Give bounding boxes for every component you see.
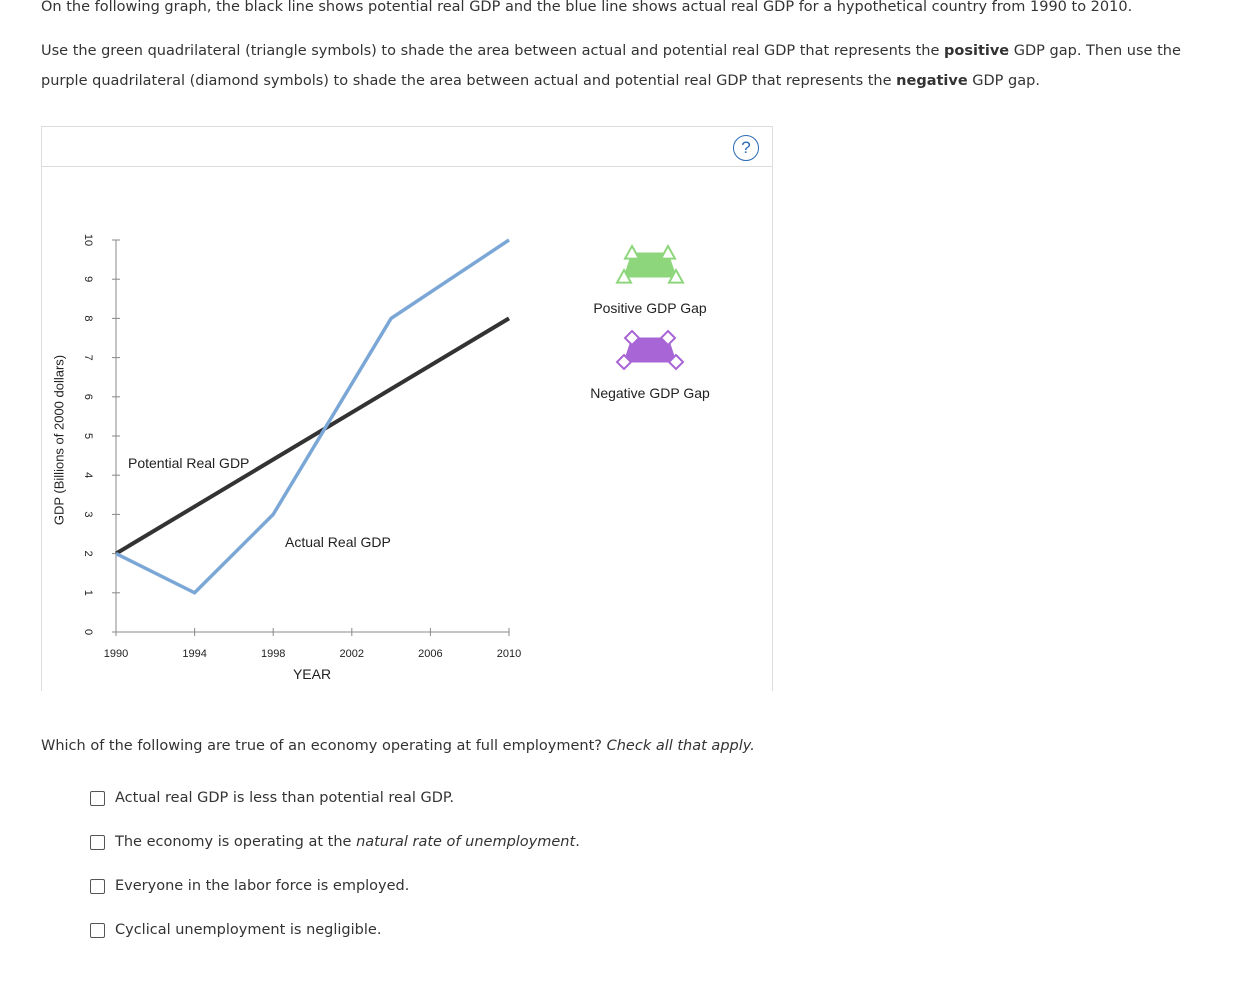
y-tick-label: 0	[82, 629, 94, 635]
tool-label: Positive GDP Gap	[593, 300, 707, 316]
italic-text: natural rate of unemployment	[356, 834, 576, 850]
panel-header: ?	[42, 127, 772, 167]
y-tick-label: 2	[82, 551, 94, 557]
checkbox[interactable]	[90, 878, 105, 894]
y-tick-label: 7	[82, 355, 94, 361]
x-tick-label: 1994	[182, 648, 206, 660]
diamond-handle	[623, 329, 641, 347]
text: Cyclical unemployment is negligible.	[115, 922, 382, 938]
instruction: Use the green quadrilateral (triangle sy…	[41, 36, 1191, 96]
checkbox-option[interactable]: Cyclical unemployment is negligible.	[90, 919, 381, 941]
series-line	[115, 238, 510, 595]
italic-text: Check all that apply.	[606, 738, 755, 754]
x-tick-label: 2010	[497, 648, 521, 660]
checkbox[interactable]	[90, 922, 105, 938]
checkbox-option[interactable]: Actual real GDP is less than potential r…	[90, 787, 454, 809]
series-label: Actual Real GDP	[285, 534, 391, 550]
triangle-handle	[667, 267, 685, 284]
y-tick-label: 6	[82, 394, 94, 400]
text: .	[575, 834, 580, 850]
bold-text: positive	[944, 43, 1010, 59]
diamond-handle	[667, 353, 685, 371]
y-tick-label: 5	[82, 433, 94, 439]
checkbox-option[interactable]: Everyone in the labor force is employed.	[90, 875, 409, 897]
triangle-handle	[623, 243, 641, 260]
checkbox[interactable]	[90, 834, 105, 850]
text: Which of the following are true of an ec…	[41, 738, 607, 754]
y-tick-label: 4	[82, 472, 94, 478]
tool-label: Negative GDP Gap	[590, 385, 710, 401]
checkbox-option[interactable]: The economy is operating at the natural …	[90, 831, 580, 853]
series-line	[114, 316, 511, 556]
option-text: Actual real GDP is less than potential r…	[115, 790, 454, 806]
intro: On the following graph, the black line s…	[41, 0, 1133, 15]
graph-panel: ?	[41, 126, 773, 691]
help-button[interactable]: ?	[733, 135, 759, 161]
y-tick-label: 8	[82, 315, 94, 321]
shape-tool[interactable]	[615, 243, 685, 284]
option-text: Everyone in the labor force is employed.	[115, 878, 409, 894]
y-axis-label: GDP (Billions of 2000 dollars)	[51, 355, 66, 525]
text: Actual real GDP is less than potential r…	[115, 790, 454, 806]
question: Which of the following are true of an ec…	[41, 731, 755, 761]
bold-text: negative	[896, 73, 968, 89]
x-axis-label: YEAR	[293, 666, 331, 682]
chart: 0 1 2 3 4 5 6 7 8 9 10 1990 1994 1998 2002 2006 2010 YEAR…	[51, 234, 710, 682]
triangle-handle	[659, 243, 677, 260]
option-text: The economy is operating at the natural …	[115, 834, 580, 850]
diamond-handle	[615, 353, 633, 371]
checkbox[interactable]	[90, 790, 105, 806]
text: GDP gap. Then use the purple quadrilater…	[41, 43, 1181, 89]
x-tick-label: 1998	[261, 648, 285, 660]
y-tick-label: 1	[82, 590, 94, 596]
triangle-handle	[615, 267, 633, 284]
x-tick-label: 2006	[418, 648, 442, 660]
x-tick-label: 1990	[104, 648, 128, 660]
x-tick-label: 2002	[340, 648, 364, 660]
diamond-handle	[659, 329, 677, 347]
text: Everyone in the labor force is employed.	[115, 878, 410, 894]
y-tick-label: 10	[82, 234, 94, 246]
text: The economy is operating at the	[115, 834, 357, 850]
y-tick-label: 9	[82, 276, 94, 282]
series-label: Potential Real GDP	[128, 455, 249, 471]
option-text: Cyclical unemployment is negligible.	[115, 922, 381, 938]
text: Use the green quadrilateral (triangle sy…	[41, 43, 945, 59]
shape-tool[interactable]	[615, 329, 685, 371]
y-tick-label: 3	[82, 511, 94, 517]
text: GDP gap.	[967, 73, 1040, 89]
